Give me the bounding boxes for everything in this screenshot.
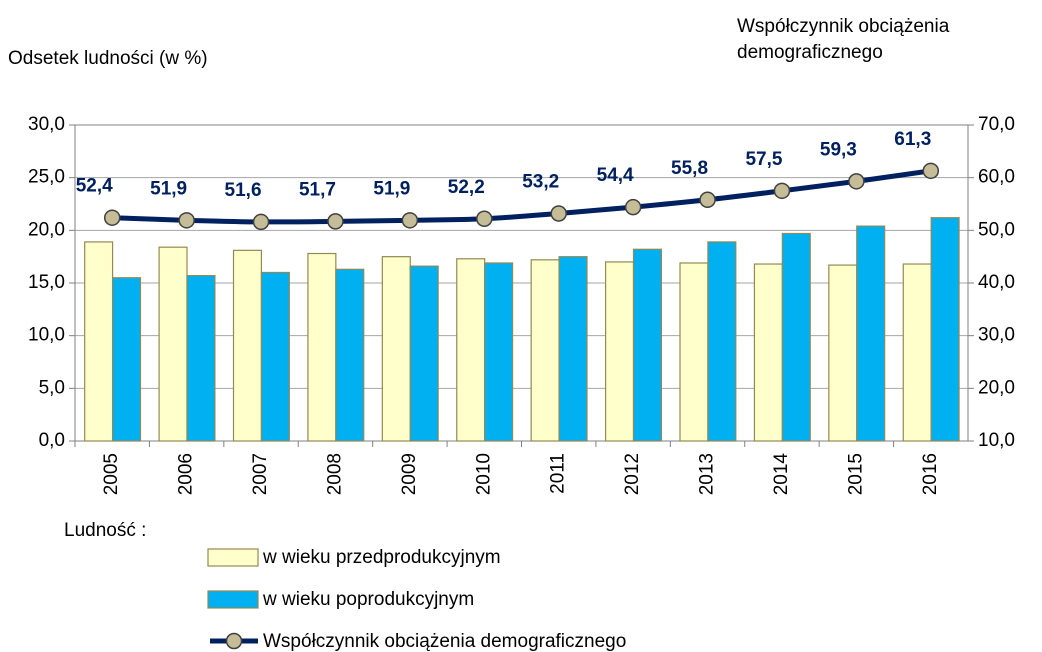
x-tick-label: 2008 bbox=[324, 453, 345, 495]
bar bbox=[158, 246, 188, 442]
legend-marker bbox=[225, 632, 243, 650]
marker bbox=[773, 182, 791, 200]
x-tick-label: 2006 bbox=[176, 453, 197, 495]
y-tick-label: 15,0 bbox=[28, 272, 65, 293]
y-tick-label: 10,0 bbox=[28, 325, 65, 346]
bar bbox=[902, 263, 932, 442]
data-label: 53,2 bbox=[522, 171, 559, 192]
bar bbox=[679, 262, 709, 442]
bar bbox=[409, 265, 439, 442]
marker bbox=[476, 210, 493, 227]
x-tick-label: 2012 bbox=[622, 453, 643, 495]
marker bbox=[252, 213, 270, 231]
y-tick-label: 25,0 bbox=[28, 167, 65, 188]
marker bbox=[624, 198, 642, 216]
y2-tick-label: 10,0 bbox=[978, 430, 1015, 451]
y-tick-label: 30,0 bbox=[28, 114, 65, 135]
data-label: 59,3 bbox=[820, 139, 857, 160]
marker bbox=[327, 213, 344, 230]
x-tick-label: 2005 bbox=[101, 453, 122, 495]
legend-label: w wieku przedprodukcyjnym bbox=[262, 547, 501, 568]
y2-tick-label: 20,0 bbox=[978, 377, 1015, 398]
bar bbox=[260, 271, 290, 442]
bar bbox=[335, 268, 365, 442]
y2-tick-label: 70,0 bbox=[978, 114, 1015, 135]
legend-swatch bbox=[207, 590, 259, 609]
data-label: 51,7 bbox=[299, 179, 336, 200]
bar bbox=[632, 248, 663, 442]
y2-tick-label: 40,0 bbox=[978, 272, 1015, 293]
x-tick-label: 2013 bbox=[697, 453, 718, 495]
data-label: 51,9 bbox=[150, 178, 187, 199]
bar bbox=[232, 249, 263, 442]
data-label: 52,4 bbox=[76, 176, 113, 197]
bar bbox=[707, 241, 737, 442]
x-tick-label: 2011 bbox=[548, 453, 569, 494]
bar bbox=[186, 275, 216, 442]
y-tick-label: 20,0 bbox=[28, 219, 65, 240]
bar bbox=[111, 277, 142, 442]
y-tick-label: 5,0 bbox=[39, 377, 65, 398]
legend-label: w wieku poprodukcyjnym bbox=[262, 589, 474, 610]
marker bbox=[401, 212, 419, 229]
bar bbox=[781, 232, 811, 442]
data-label: 51,6 bbox=[225, 180, 262, 201]
bar bbox=[558, 256, 588, 442]
data-label: 52,2 bbox=[448, 177, 485, 198]
marker bbox=[103, 209, 121, 226]
x-tick-label: 2014 bbox=[771, 453, 792, 496]
bar bbox=[856, 225, 886, 442]
marker bbox=[922, 162, 940, 180]
marker bbox=[848, 173, 865, 190]
bar bbox=[530, 259, 560, 442]
y2-axis-title: Współczynnik obciążenia demograficznego bbox=[737, 16, 950, 63]
y-axis-title: Odsetek ludności (w %) bbox=[8, 48, 208, 69]
y2-tick-label: 60,0 bbox=[978, 167, 1015, 188]
x-tick-label: 2016 bbox=[920, 453, 941, 495]
bar bbox=[753, 263, 783, 442]
y2-tick-label: 30,0 bbox=[978, 325, 1015, 346]
bar bbox=[456, 258, 486, 442]
y2-tick-label: 50,0 bbox=[978, 219, 1015, 240]
marker bbox=[699, 191, 716, 209]
data-label: 61,3 bbox=[894, 129, 931, 150]
bar bbox=[84, 241, 114, 442]
data-label: 54,4 bbox=[597, 165, 634, 186]
x-tick-label: 2015 bbox=[845, 453, 866, 495]
bar bbox=[484, 262, 514, 442]
legend-label: Współczynnik obciążenia demograficznego bbox=[263, 631, 626, 652]
bar bbox=[604, 261, 635, 442]
legend-title: Ludność : bbox=[64, 520, 147, 541]
legend-swatch bbox=[207, 548, 259, 567]
data-label: 57,5 bbox=[745, 149, 782, 170]
data-label: 55,8 bbox=[671, 158, 708, 179]
bar bbox=[930, 217, 960, 442]
y-tick-label: 0,0 bbox=[39, 430, 65, 451]
x-tick-label: 2007 bbox=[250, 453, 271, 495]
bar bbox=[828, 264, 858, 442]
data-label: 51,9 bbox=[373, 178, 410, 199]
x-tick-label: 2010 bbox=[473, 453, 494, 495]
bar bbox=[381, 256, 411, 442]
marker bbox=[550, 205, 567, 222]
marker bbox=[178, 212, 195, 229]
x-tick-label: 2009 bbox=[399, 453, 420, 495]
bar bbox=[307, 252, 337, 442]
